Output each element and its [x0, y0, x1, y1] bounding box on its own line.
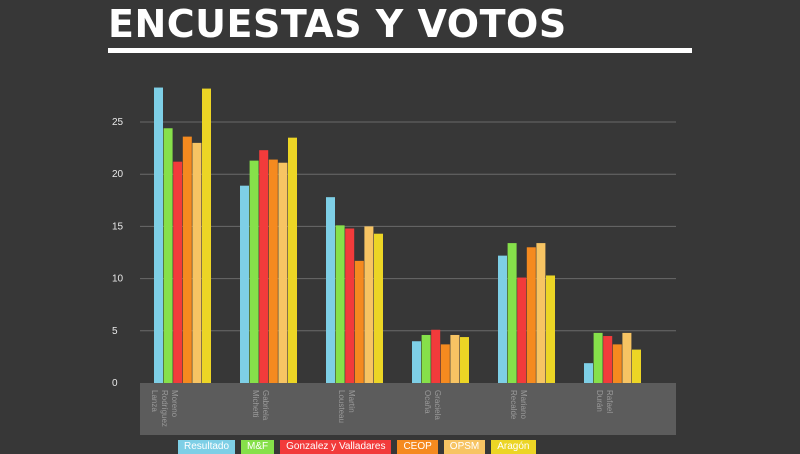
y-tick-label: 10 [112, 274, 124, 285]
y-tick-label: 15 [112, 221, 124, 232]
bar [632, 349, 641, 383]
bar [450, 334, 460, 383]
legend-item: Gonzalez y Valladares [280, 440, 392, 454]
bar [345, 228, 355, 383]
bar [584, 363, 593, 383]
bar [412, 341, 421, 383]
bar [182, 136, 192, 383]
bar [440, 344, 450, 383]
legend-item: CEOP [397, 440, 438, 454]
bar [173, 161, 183, 383]
bar [326, 197, 335, 383]
y-tick-label: 25 [112, 117, 124, 128]
bar [612, 344, 622, 383]
title-underline [108, 48, 692, 53]
bar [202, 88, 211, 383]
bar [192, 142, 202, 383]
x-tick-label: GracielaOcaña [423, 390, 442, 420]
bar [507, 243, 517, 383]
bar [421, 334, 431, 383]
bar [603, 336, 613, 383]
bar [259, 150, 269, 383]
legend-item: M&F [241, 440, 275, 454]
bar [374, 233, 383, 383]
bar [431, 329, 441, 383]
chart-title: ENCUESTAS Y VOTOS [108, 2, 567, 46]
legend-item: Aragón [491, 440, 536, 454]
bar [364, 226, 374, 383]
bar [268, 159, 278, 383]
y-tick-label: 0 [112, 378, 118, 389]
bar [517, 277, 527, 383]
legend-item: OPSM [443, 440, 486, 454]
bar [154, 87, 163, 383]
x-tick-label: MorenoRodríguezLanza [150, 390, 179, 427]
bar [354, 260, 364, 383]
x-tick-label: MarianoRecalde [509, 390, 528, 420]
bar [335, 225, 345, 383]
bar [240, 185, 249, 383]
bar [249, 160, 259, 383]
legend-item: Resultado [178, 440, 236, 454]
bar [288, 137, 297, 383]
x-tick-label: MartínLousteau [337, 390, 356, 423]
bar [536, 243, 546, 383]
bar [546, 275, 555, 383]
bar [278, 162, 288, 383]
category-band [140, 383, 676, 435]
bar [526, 247, 536, 383]
bar [498, 255, 507, 383]
y-tick-label: 5 [112, 326, 118, 337]
x-tick-label: RafaelDurán [595, 390, 614, 413]
x-tick-label: GabrielaMichetti [251, 390, 270, 421]
bar [622, 332, 632, 383]
bar [163, 128, 173, 383]
chart-legend: Resultado M&F Gonzalez y Valladares CEOP OPS… [178, 440, 536, 454]
y-tick-label: 20 [112, 169, 124, 180]
bar [460, 337, 469, 383]
bar [593, 332, 603, 383]
